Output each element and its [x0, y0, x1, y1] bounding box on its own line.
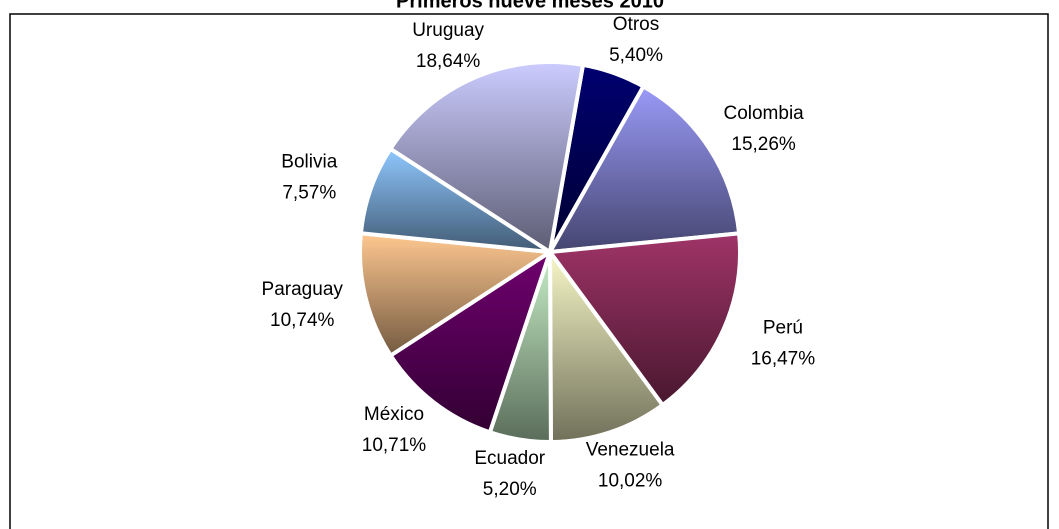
slice-label: México: [364, 404, 424, 425]
pie-slice: [358, 231, 552, 358]
chart-title: Primeros nueve meses 2010: [396, 0, 664, 12]
slice-label: Bolivia: [281, 152, 337, 173]
pie-slice: [388, 60, 585, 254]
slice-value-label: 15,26%: [731, 134, 796, 155]
slice-value-label: 7,57%: [282, 183, 336, 204]
pie-slice: [548, 231, 742, 408]
pie-slice: [548, 84, 742, 254]
pie-slice: [548, 250, 665, 444]
slice-label: Uruguay: [412, 20, 484, 41]
pie-slice: [388, 250, 552, 435]
slice-value-label: 16,47%: [751, 349, 816, 370]
slice-value-label: 5,20%: [483, 479, 537, 500]
slice-label: Perú: [763, 318, 803, 339]
slice-value-label: 18,64%: [416, 51, 481, 72]
slice-value-label: 10,71%: [362, 435, 427, 456]
slice-value-label: 10,74%: [270, 310, 335, 331]
slice-label: Otros: [613, 14, 659, 35]
slice-value-label: 5,40%: [609, 45, 663, 66]
slice-label: Venezuela: [586, 440, 675, 461]
slice-label: Colombia: [723, 103, 804, 124]
slice-label: Paraguay: [262, 279, 344, 300]
slice-value-label: 10,02%: [598, 471, 663, 492]
slice-label: Ecuador: [474, 448, 545, 469]
